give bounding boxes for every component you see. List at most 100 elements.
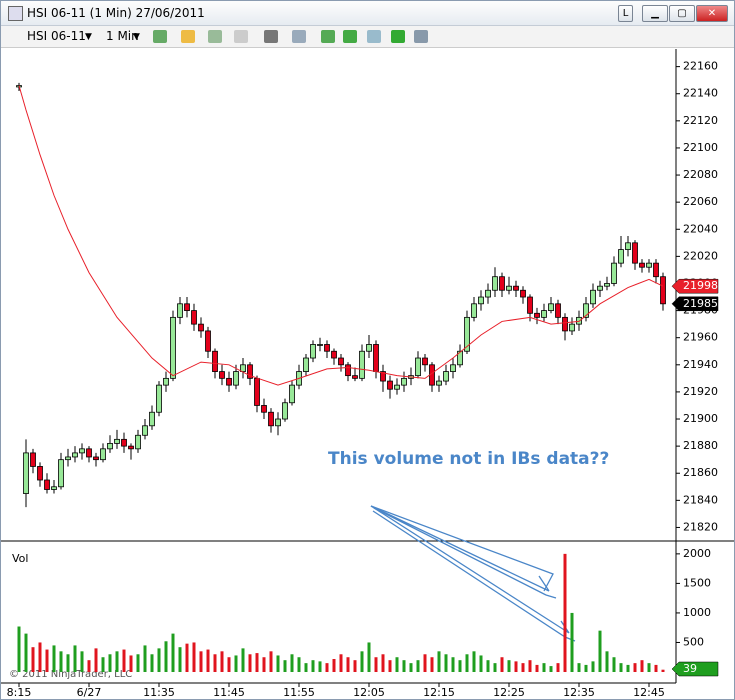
volume-bar: [234, 655, 238, 672]
candle-body: [177, 303, 183, 318]
minimize-button[interactable]: ▁: [642, 5, 668, 22]
candle-body: [205, 330, 211, 352]
candle-body: [247, 364, 253, 379]
volume-bar: [577, 663, 581, 672]
moving-average: [18, 85, 664, 386]
candle-body: [30, 452, 36, 467]
volume-bar: [311, 660, 315, 672]
candle-body: [149, 411, 155, 427]
candle-body: [345, 364, 351, 377]
volume-bar: [255, 653, 259, 672]
candle-body: [639, 262, 645, 268]
marker-button[interactable]: [208, 30, 222, 43]
candle-body: [128, 445, 134, 450]
candle-body: [289, 384, 295, 404]
volume-bar: [500, 657, 504, 672]
x-tick-label: 12:25: [493, 686, 525, 699]
volume-bar: [164, 641, 168, 672]
close-button[interactable]: ✕: [696, 5, 728, 22]
volume-bar: [73, 645, 77, 672]
marker-button[interactable]: [234, 30, 248, 43]
candle-body: [597, 285, 603, 291]
y-tick-label: 21960: [683, 331, 718, 344]
y-tick-label: 21940: [683, 358, 718, 371]
instrument-selector[interactable]: HSI 06-11: [27, 29, 86, 43]
volume-bar: [276, 655, 280, 672]
y-tick-label: 22020: [683, 249, 718, 262]
candle-body: [415, 357, 421, 377]
volume-bar: [31, 647, 35, 672]
interval-selector[interactable]: 1 Min: [106, 29, 139, 43]
candle-body: [590, 289, 596, 305]
volume-bar: [472, 651, 476, 672]
candle-body: [373, 344, 379, 372]
properties-button[interactable]: [414, 30, 428, 43]
volume-bar: [332, 659, 336, 672]
maximize-button[interactable]: ▢: [669, 5, 695, 22]
chart-style-button[interactable]: [153, 30, 167, 43]
volume-bar: [157, 648, 161, 672]
candle-body: [534, 312, 540, 318]
copyright: © 2011 NinjaTrader, LLC: [9, 669, 132, 680]
volume-bar: [549, 666, 553, 672]
link-button[interactable]: L: [618, 5, 633, 22]
y-tick-label: 21860: [683, 466, 718, 479]
volume-bar: [290, 654, 294, 672]
volume-bar: [339, 654, 343, 672]
dropdown-arrow[interactable]: ▼: [133, 32, 140, 42]
y-tick-label: 21880: [683, 439, 718, 452]
candle-body: [114, 438, 120, 444]
candle-body: [163, 377, 169, 386]
candle-body: [317, 344, 323, 346]
volume-bar: [451, 657, 455, 672]
candle-body: [422, 357, 428, 366]
volume-bar: [45, 649, 49, 672]
x-tick-label: 8:15: [7, 686, 32, 699]
candle-body: [443, 371, 449, 382]
candle-body: [548, 303, 554, 311]
volume-bar: [59, 651, 63, 672]
volume-bar: [80, 651, 84, 672]
candle-body: [44, 479, 50, 490]
close-last-label-box: [671, 296, 719, 312]
y-tick-label: 22140: [683, 87, 718, 100]
volume-bar: [640, 660, 644, 672]
order-button[interactable]: [391, 30, 405, 43]
candle-body: [72, 452, 78, 458]
volume-bar: [24, 633, 28, 672]
volume-bar: [612, 657, 616, 672]
volume-bar: [479, 655, 483, 672]
crosshair-button[interactable]: [264, 30, 278, 43]
volume-bar: [283, 660, 287, 672]
volume-tick-label: 500: [683, 635, 704, 648]
volume-bar: [17, 626, 21, 672]
strategy-button[interactable]: [343, 30, 357, 43]
candle-body: [170, 316, 176, 379]
volume-bar: [619, 663, 623, 672]
zoom-button[interactable]: [292, 30, 306, 43]
volume-bar: [465, 654, 469, 672]
volume-bar: [374, 657, 378, 672]
candle-body: [212, 350, 218, 372]
volume-tick-label: 1500: [683, 576, 711, 589]
volume-bar: [381, 654, 385, 672]
candle-body: [394, 384, 400, 390]
volume-bar: [52, 645, 56, 672]
analyzer-button[interactable]: [367, 30, 381, 43]
volume-last-label-box: [671, 661, 719, 677]
volume-bar: [346, 657, 350, 672]
draw-tool-button[interactable]: [181, 30, 195, 43]
volume-bar: [220, 651, 224, 672]
volume-bar: [563, 553, 567, 672]
volume-bar: [150, 654, 154, 672]
candle-body: [331, 350, 337, 359]
candle-body: [233, 371, 239, 386]
app-icon: [8, 6, 23, 21]
volume-bar: [626, 664, 630, 672]
candle-body: [261, 405, 267, 413]
indicator-button[interactable]: [321, 30, 335, 43]
y-tick-label: 22120: [683, 114, 718, 127]
dropdown-arrow[interactable]: ▼: [85, 32, 92, 42]
candle-body: [401, 377, 407, 386]
x-tick-label: 11:55: [283, 686, 315, 699]
